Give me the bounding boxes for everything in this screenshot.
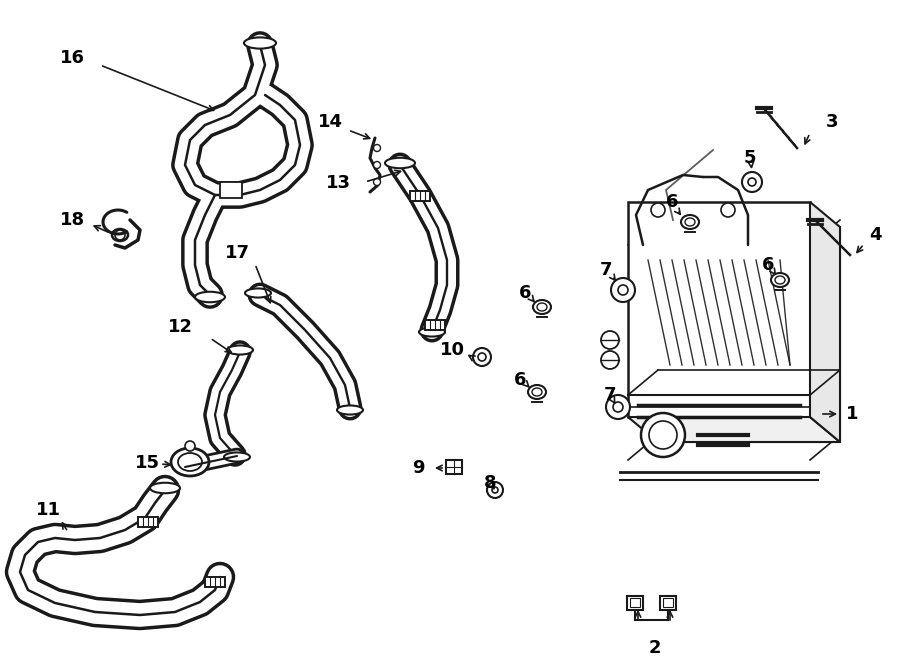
Ellipse shape (224, 452, 250, 461)
Ellipse shape (227, 346, 253, 355)
Ellipse shape (112, 229, 128, 241)
Ellipse shape (419, 328, 445, 336)
Circle shape (492, 487, 498, 493)
Circle shape (601, 351, 619, 369)
Ellipse shape (771, 273, 789, 287)
Circle shape (742, 172, 762, 192)
Circle shape (606, 395, 630, 419)
Circle shape (618, 285, 628, 295)
Ellipse shape (150, 483, 180, 493)
Bar (205, 577, 225, 587)
Text: 3: 3 (826, 113, 838, 131)
Bar (630, 598, 640, 607)
Text: 12: 12 (167, 318, 193, 336)
Text: 8: 8 (483, 474, 496, 492)
Bar (446, 460, 462, 474)
Text: 5: 5 (743, 149, 756, 167)
Bar (410, 191, 430, 201)
Bar (425, 320, 445, 330)
Circle shape (611, 278, 635, 302)
Ellipse shape (533, 300, 551, 314)
Text: 15: 15 (134, 454, 159, 472)
Ellipse shape (244, 37, 276, 48)
Text: 7: 7 (599, 261, 612, 279)
Ellipse shape (171, 448, 209, 476)
Ellipse shape (528, 385, 546, 399)
Text: 11: 11 (35, 501, 60, 519)
Circle shape (374, 179, 381, 185)
Text: 14: 14 (318, 113, 343, 131)
Text: 4: 4 (868, 226, 881, 244)
Text: 16: 16 (59, 49, 85, 67)
Bar (627, 596, 643, 610)
Polygon shape (628, 202, 810, 417)
Circle shape (641, 413, 685, 457)
Circle shape (748, 178, 756, 186)
Text: 6: 6 (761, 256, 774, 274)
Text: 18: 18 (59, 211, 85, 229)
Circle shape (374, 162, 381, 169)
Polygon shape (628, 417, 840, 442)
Circle shape (478, 353, 486, 361)
Text: 6: 6 (666, 193, 679, 211)
Text: 1: 1 (846, 405, 859, 423)
Bar (138, 517, 158, 527)
Text: 13: 13 (326, 174, 350, 192)
Circle shape (721, 203, 735, 217)
Ellipse shape (681, 215, 699, 229)
Text: 9: 9 (412, 459, 424, 477)
Circle shape (473, 348, 491, 366)
Text: 7: 7 (604, 386, 617, 404)
Text: 2: 2 (649, 639, 662, 657)
Circle shape (651, 203, 665, 217)
Circle shape (613, 402, 623, 412)
Text: 10: 10 (439, 341, 464, 359)
Circle shape (185, 441, 195, 451)
Ellipse shape (385, 158, 415, 168)
Ellipse shape (245, 289, 271, 297)
Circle shape (374, 144, 381, 152)
Circle shape (601, 331, 619, 349)
Polygon shape (810, 202, 840, 442)
Text: 17: 17 (224, 244, 249, 262)
Circle shape (487, 482, 503, 498)
Bar (660, 596, 676, 610)
Ellipse shape (195, 292, 225, 303)
Bar (220, 182, 242, 198)
Ellipse shape (337, 405, 363, 414)
Text: 6: 6 (518, 284, 531, 302)
Bar (663, 598, 673, 607)
Text: 6: 6 (514, 371, 526, 389)
